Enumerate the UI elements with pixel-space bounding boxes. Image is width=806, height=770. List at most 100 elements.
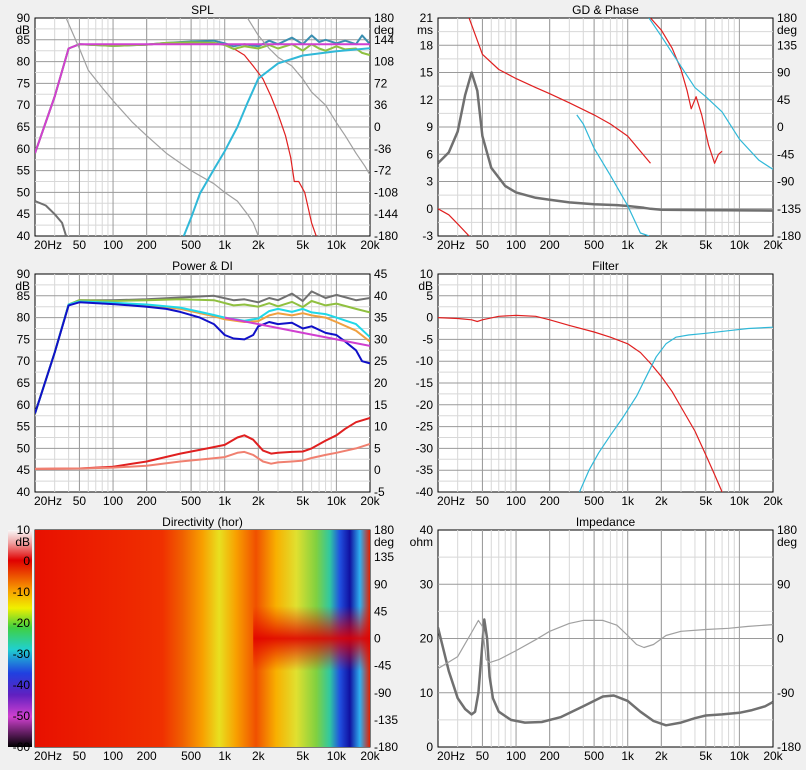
series-group bbox=[438, 18, 773, 236]
y-left-tick-label: 15 bbox=[420, 66, 434, 80]
y-right-tick-label: -108 bbox=[374, 185, 398, 199]
x-tick-label: 10k bbox=[327, 749, 347, 763]
series-line-blue bbox=[35, 301, 370, 414]
y-right-tick-label: 90 bbox=[777, 577, 791, 591]
x-tick-label: 20k bbox=[360, 494, 380, 508]
x-tick-label: 100 bbox=[506, 749, 526, 763]
x-tick-label: 100 bbox=[103, 494, 123, 508]
y-right-tick-label: 144 bbox=[374, 33, 394, 47]
y-right-tick-label: 180 bbox=[374, 11, 394, 25]
x-tick-label: 500 bbox=[584, 749, 604, 763]
y-left-tick-label: -15 bbox=[416, 376, 434, 390]
y-right-tick-label: -90 bbox=[374, 686, 392, 700]
y-left-tick-label: -40 bbox=[13, 678, 31, 692]
y-right-tick-label: -90 bbox=[777, 175, 795, 189]
x-tick-label: 1k bbox=[621, 494, 635, 508]
series-line-salmon bbox=[35, 443, 370, 470]
y-left-tick-label: 80 bbox=[17, 311, 31, 325]
y-right-tick-label: 72 bbox=[374, 76, 388, 90]
series-line-lightgray bbox=[438, 619, 773, 670]
y-left-tick-label: -30 bbox=[416, 441, 434, 455]
y-left-tick-label: 50 bbox=[17, 441, 31, 455]
x-tick-label: 100 bbox=[506, 494, 526, 508]
series-line-gray bbox=[438, 71, 773, 212]
x-tick-label: 20Hz bbox=[34, 494, 62, 508]
x-tick-label: 20k bbox=[360, 749, 380, 763]
x-tick-label: 20Hz bbox=[437, 494, 465, 508]
y-right-tick-label: 135 bbox=[374, 550, 394, 564]
series-line-red bbox=[650, 18, 723, 164]
y-left-tick-label: 85 bbox=[17, 33, 31, 47]
y-right-tick-label: 5 bbox=[374, 441, 381, 455]
y-right-tick-label: 180 bbox=[777, 11, 797, 25]
y-right-tick-label: -135 bbox=[777, 202, 801, 216]
y-left-tick-label: -25 bbox=[416, 420, 434, 434]
series-line-cyan bbox=[578, 326, 773, 492]
grid bbox=[35, 18, 370, 236]
y-left-tick-label: 0 bbox=[426, 311, 433, 325]
series-line-lightgray bbox=[246, 18, 370, 176]
y-left-tick-label: 45 bbox=[17, 207, 31, 221]
x-tick-label: 20k bbox=[763, 238, 783, 252]
directivity-chart: Directivity (hor)20Hz 50 100 200 500 1k 2k 5k 10… bbox=[8, 515, 398, 763]
y-left-tick-label: 0 bbox=[426, 740, 433, 754]
y-left-tick-label: 0 bbox=[23, 554, 30, 568]
y-left-tick-label: 75 bbox=[17, 76, 31, 90]
y-left-tick-label: 65 bbox=[17, 376, 31, 390]
y-right-unit: deg bbox=[374, 23, 394, 37]
x-tick-label: 100 bbox=[506, 238, 526, 252]
x-tick-label: 20k bbox=[360, 238, 380, 252]
series-line-red bbox=[468, 18, 651, 164]
panel-filter: Filter 20Hz 50 100 200 500 1k 2k 5k 10k 20k 10 5 0 -5-… bbox=[403, 256, 806, 512]
x-tick-label: 5k bbox=[699, 749, 713, 763]
y-right-tick-label: 20 bbox=[374, 376, 388, 390]
y-right-tick-label: -135 bbox=[374, 713, 398, 727]
y-left-tick-label: 60 bbox=[17, 398, 31, 412]
panel-title: SPL bbox=[191, 3, 214, 17]
series-line-cyan bbox=[182, 47, 370, 236]
y-right-tick-label: 25 bbox=[374, 354, 388, 368]
x-tick-label: 50 bbox=[476, 494, 490, 508]
y-left-tick-label: 10 bbox=[17, 523, 31, 537]
x-tick-label: 5k bbox=[699, 494, 713, 508]
x-tick-label: 50 bbox=[476, 238, 490, 252]
y-right-tick-label: 0 bbox=[777, 120, 784, 134]
x-tick-label: 20Hz bbox=[34, 749, 62, 763]
colorbar bbox=[8, 530, 32, 747]
x-tick-label: 200 bbox=[137, 749, 157, 763]
y-right-tick-label: 180 bbox=[374, 523, 394, 537]
y-left-tick-label: 40 bbox=[17, 485, 31, 499]
y-right-tick-label: -144 bbox=[374, 207, 398, 221]
y-left-tick-label: -5 bbox=[422, 332, 433, 346]
y-left-tick-label: -30 bbox=[13, 647, 31, 661]
y-left-tick-label: 5 bbox=[426, 289, 433, 303]
y-left-tick-label: 50 bbox=[17, 185, 31, 199]
y-right-tick-label: 180 bbox=[777, 523, 797, 537]
y-left-tick-label: -60 bbox=[13, 740, 31, 754]
x-tick-label: 100 bbox=[103, 238, 123, 252]
y-right-unit: deg bbox=[777, 535, 797, 549]
x-tick-label: 200 bbox=[137, 238, 157, 252]
y-left-tick-label: 20 bbox=[420, 632, 434, 646]
x-tick-label: 1k bbox=[218, 749, 232, 763]
x-tick-label: 200 bbox=[540, 238, 560, 252]
series-line-red bbox=[438, 314, 723, 492]
series-line-magenta bbox=[224, 316, 370, 347]
y-right-tick-label: -5 bbox=[374, 485, 385, 499]
x-tick-label: 5k bbox=[296, 238, 310, 252]
y-left-tick-label: 55 bbox=[17, 420, 31, 434]
y-left-tick-label: 12 bbox=[420, 93, 434, 107]
series-line-green bbox=[35, 41, 370, 154]
x-tick-label: 1k bbox=[621, 749, 635, 763]
y-left-tick-label: -50 bbox=[13, 709, 31, 723]
y-right-unit: deg bbox=[374, 535, 394, 549]
y-left-tick-label: 9 bbox=[426, 120, 433, 134]
y-right-tick-label: 90 bbox=[374, 577, 388, 591]
panel-title: Directivity (hor) bbox=[162, 515, 243, 529]
directivity-main-lobe bbox=[253, 530, 370, 747]
y-left-tick-label: 80 bbox=[17, 55, 31, 69]
panel-gd-phase: GD & Phase 20Hz 50 100 200 500 1k 2k 5k 10k 20k 21 1… bbox=[403, 0, 806, 256]
y-left-tick-label: 55 bbox=[17, 164, 31, 178]
y-right-tick-label: 45 bbox=[777, 93, 791, 107]
